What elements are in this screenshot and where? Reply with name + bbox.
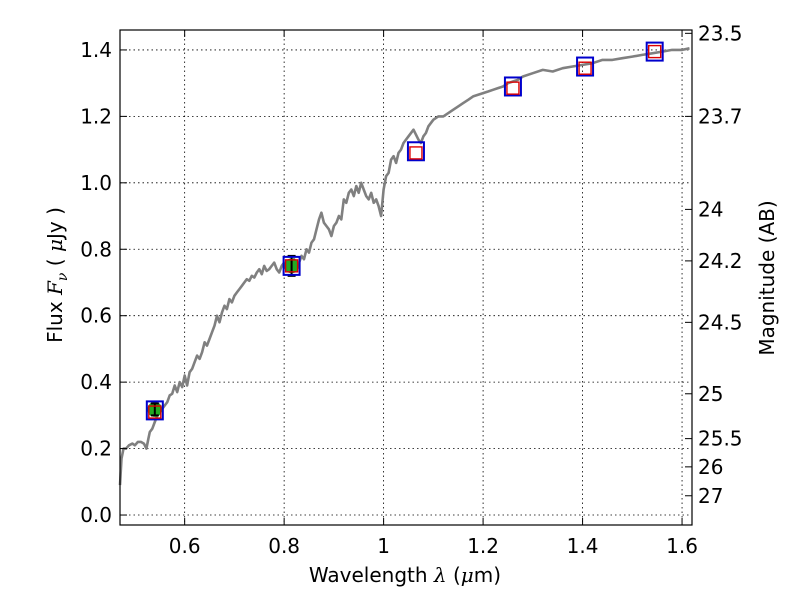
y2-tick-label: 26 <box>698 455 723 479</box>
y2-tick-label: 24.2 <box>698 249 743 273</box>
predicted-flux-marker <box>578 61 592 75</box>
predicted-flux-marker <box>506 81 520 95</box>
photometry-layer <box>145 41 664 421</box>
plot-frame <box>119 29 693 526</box>
y-tick-label: 0.8 <box>80 237 112 261</box>
y2-tick-label: 25 <box>698 382 723 406</box>
x-axis-label: Wavelength λ (μm) <box>309 563 501 587</box>
predicted-flux-marker <box>284 259 299 273</box>
y2-tick-label: 23.5 <box>698 21 743 45</box>
predicted-flux-marker <box>647 44 662 59</box>
y2-tick-label: 24 <box>698 197 723 221</box>
model-flux-marker <box>503 76 522 97</box>
y-tick-label: 0.0 <box>80 503 112 527</box>
predicted-flux-marker <box>148 405 162 419</box>
spectrum-line <box>118 47 690 486</box>
predicted-flux-marker <box>409 146 423 160</box>
y-axis-label: Flux Fν ( μJy ) <box>43 207 71 343</box>
x-tick-label: 1.6 <box>666 534 698 558</box>
y-tick-label: 1.0 <box>80 171 112 195</box>
y-tick-label: 0.6 <box>80 304 112 328</box>
y-tick-label: 0.2 <box>80 437 112 461</box>
y-tick-label: 1.4 <box>80 38 112 62</box>
y2-tick-label: 27 <box>698 484 723 508</box>
spectrum-layer <box>118 47 690 486</box>
x-tick-label: 0.6 <box>169 534 201 558</box>
x-tick-label: 1 <box>377 534 390 558</box>
y-tick-label: 1.2 <box>80 104 112 128</box>
model-flux-marker <box>145 400 164 421</box>
y-tick-label: 0.4 <box>80 370 112 394</box>
model-flux-marker <box>282 255 301 276</box>
x-tick-label: 1.4 <box>567 534 599 558</box>
model-flux-marker <box>406 141 425 162</box>
ticks-layer: 0.6 0.8 1 1.2 1.4 1.6 0.0 0.2 0.4 0.6 0.8 1.0 1.2 1.4… <box>80 21 742 558</box>
y2-axis-label: Magnitude (AB) <box>755 200 779 355</box>
y2-tick-label: 24.5 <box>698 310 743 334</box>
grid-lines <box>120 30 692 525</box>
x-tick-label: 1.2 <box>467 534 499 558</box>
x-tick-label: 0.8 <box>268 534 300 558</box>
model-flux-marker <box>576 56 595 77</box>
y2-tick-label: 23.7 <box>698 104 743 128</box>
model-flux-marker <box>645 41 664 62</box>
y2-tick-label: 25.5 <box>698 427 743 451</box>
